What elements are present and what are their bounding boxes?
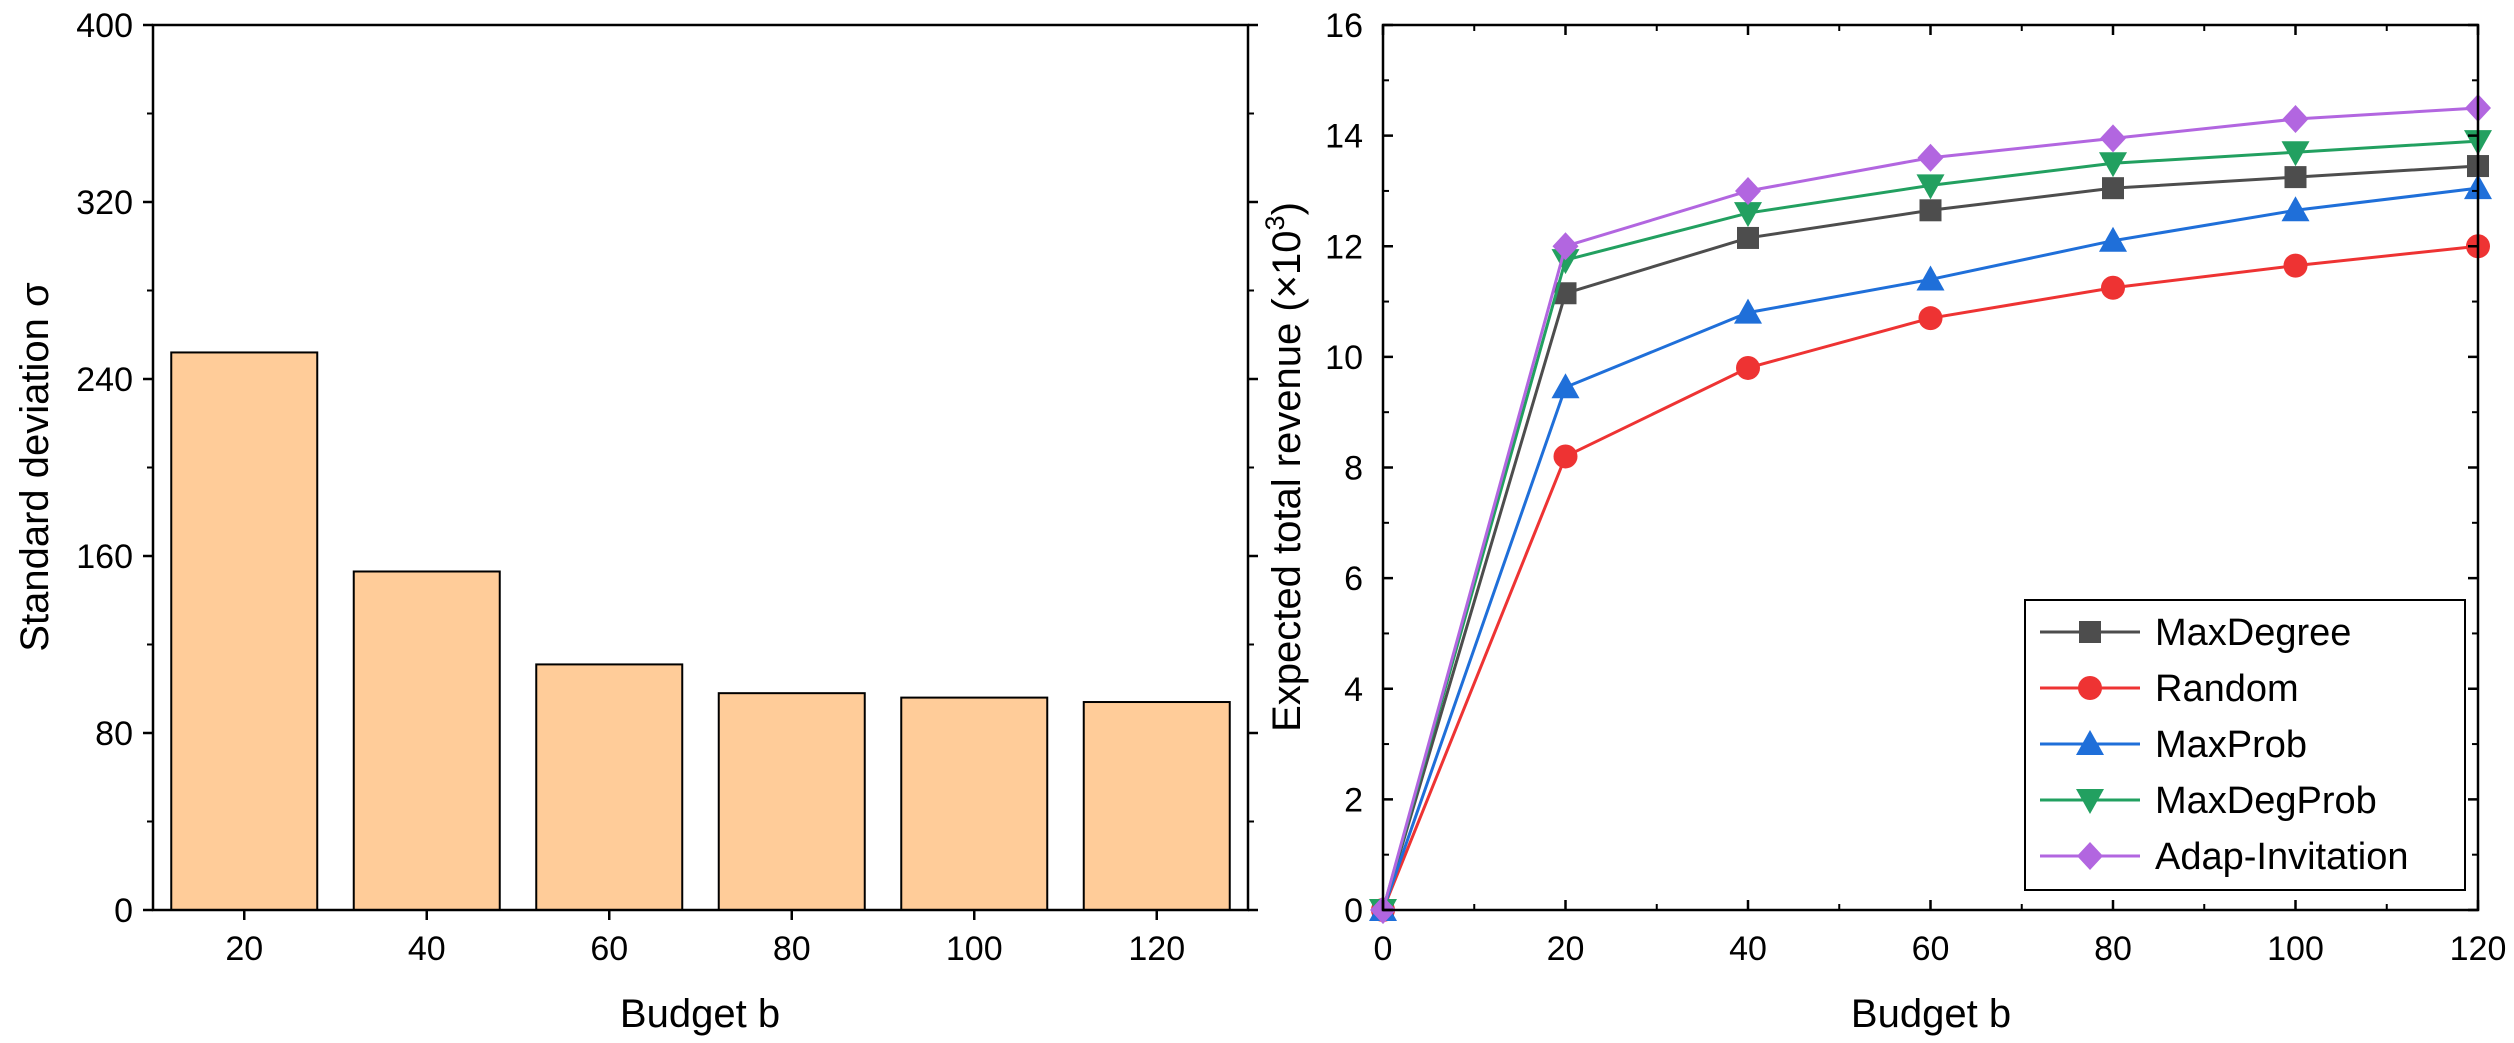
right-y-tick-label: 14: [1325, 118, 1363, 156]
left-x-tick-label: 100: [946, 930, 1003, 968]
right-x-axis-label: Budget b: [1851, 992, 2011, 1036]
bar-60: [535, 663, 684, 911]
right-x-tick-label: 80: [2094, 930, 2132, 968]
point-random: [2283, 253, 2308, 278]
right-y-axis-label-close: ): [1265, 202, 1309, 215]
right-x-tick-label: 120: [2450, 930, 2507, 968]
right-y-tick-label: 2: [1344, 781, 1363, 819]
bar-40: [352, 570, 501, 911]
point-random: [1736, 355, 1760, 380]
left-x-tick-label: 80: [773, 930, 811, 968]
right-x-tick-label: 20: [1547, 930, 1585, 968]
left-x-axis-label: Budget b: [620, 992, 780, 1036]
legend-marker-maxprob: [2076, 730, 2104, 755]
point-adap-invitation: [1917, 143, 1944, 172]
point-maxdegree: [1737, 226, 1759, 249]
legend-label-maxdegprob: MaxDegProb: [2155, 780, 2377, 822]
point-maxprob: [2099, 226, 2127, 252]
bar-120: [1082, 701, 1231, 912]
right-y-tick-label: 6: [1344, 560, 1363, 598]
left-y-tick-label: 240: [76, 361, 133, 399]
left-y-tick-label: 160: [76, 538, 133, 576]
right-y-axis-label-exponent: 3: [1260, 215, 1290, 230]
point-maxprob: [1916, 265, 1945, 291]
left-y-tick-label: 320: [76, 184, 133, 222]
legend-label-maxprob: MaxProb: [2155, 724, 2307, 766]
right-x-tick-label: 100: [2267, 930, 2324, 968]
left-y-tick-label: 400: [76, 7, 133, 45]
bar-80: [717, 692, 866, 911]
point-random: [2101, 275, 2125, 300]
point-maxdegprob: [1916, 174, 1945, 200]
point-maxdegprob: [2281, 141, 2310, 167]
right-x-tick-label: 40: [1729, 930, 1767, 968]
point-adap-invitation: [2100, 124, 2126, 153]
legend: MaxDegree Random MaxProb MaxDegProb Adap-Inv…: [2024, 599, 2466, 891]
std-deviation-bar-chart: 20 40 60 80 100 120 0 80 160 240 320 400 Budget b S…: [13, 7, 1258, 1036]
legend-label-maxdegree: MaxDegree: [2155, 612, 2351, 654]
right-x-tick-label: 0: [1374, 930, 1393, 968]
legend-marker-random: [2078, 676, 2102, 700]
point-adap-invitation: [1552, 232, 1579, 261]
point-random: [1918, 306, 1943, 331]
left-y-tick-label: 0: [114, 892, 133, 930]
left-y-axis-label: Standard deviation σ: [13, 282, 57, 652]
point-maxprob: [1551, 373, 1580, 399]
right-y-tick-label: 12: [1325, 228, 1363, 266]
right-y-tick-label: 8: [1344, 450, 1363, 488]
point-maxdegree: [2284, 166, 2307, 189]
left-y-tick-label: 80: [95, 715, 133, 753]
point-adap-invitation: [1735, 176, 1761, 205]
left-x-tick-label: 120: [1128, 930, 1185, 968]
point-maxdegprob: [1734, 202, 1762, 228]
point-maxdegree: [1554, 282, 1577, 305]
legend-label-random: Random: [2155, 668, 2299, 710]
point-maxdegree: [1919, 199, 1942, 222]
right-y-axis-label: Expected total revenue (×103): [1260, 202, 1309, 732]
legend-label-adap-invitation: Adap-Invitation: [2155, 836, 2409, 878]
point-random: [1553, 444, 1578, 469]
point-maxprob: [1734, 298, 1762, 324]
right-y-axis-label-main: Expected total revenue (×10: [1265, 230, 1309, 731]
bar-20: [170, 351, 319, 911]
point-maxprob: [2281, 196, 2310, 222]
right-y-tick-label: 0: [1344, 892, 1363, 930]
point-maxdegprob: [1551, 249, 1580, 275]
point-maxdegprob: [2099, 152, 2127, 178]
legend-marker-maxdegree: [2079, 621, 2101, 643]
right-y-tick-label: 16: [1325, 7, 1363, 45]
right-y-tick-label: 10: [1325, 339, 1363, 377]
point-adap-invitation: [2282, 105, 2309, 134]
revenue-line-chart: 0 20 40 60 80 100 120 0 2 4 6 8 10 12 14 16 Budget b Ex…: [1260, 7, 2506, 1036]
legend-marker-adap-invitation: [2077, 842, 2103, 870]
left-x-tick-label: 20: [225, 930, 263, 968]
left-x-tick-label: 40: [408, 930, 446, 968]
right-x-tick-label: 60: [1912, 930, 1950, 968]
left-x-tick-label: 60: [590, 930, 628, 968]
bar-100: [900, 696, 1049, 911]
legend-marker-maxdegprob: [2076, 789, 2104, 814]
right-y-tick-label: 4: [1344, 671, 1363, 709]
point-maxdegree: [2102, 177, 2124, 200]
